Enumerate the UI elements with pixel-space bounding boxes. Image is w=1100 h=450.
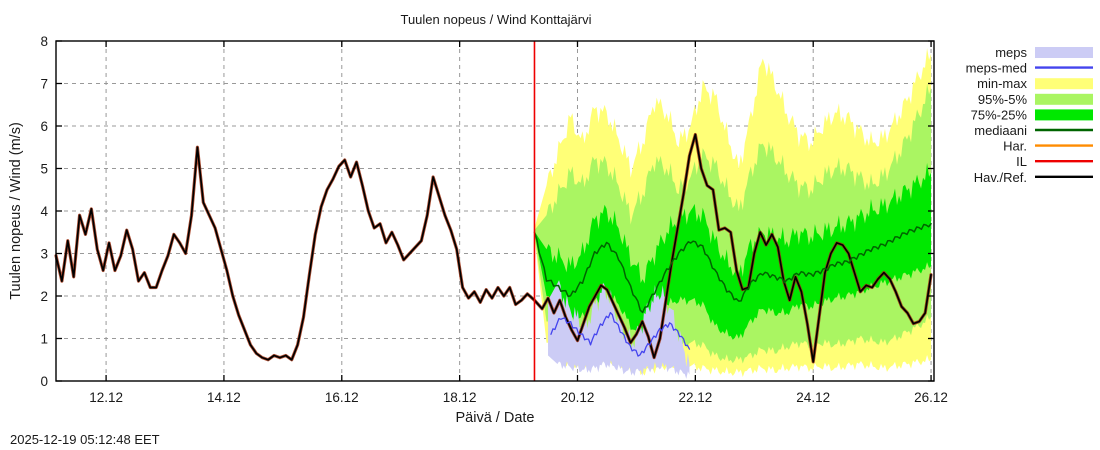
x-tick-label: 20.12 [561, 390, 595, 405]
legend-swatch-95-5- [1035, 93, 1093, 105]
x-tick-label: 14.12 [207, 390, 241, 405]
y-axis-ticks: 0 1 2 3 4 5 6 7 8 [40, 34, 934, 389]
legend-label-meps: meps [995, 45, 1027, 60]
y-tick-label: 3 [40, 247, 48, 262]
legend-label-hav-ref-: Hav./Ref. [974, 170, 1027, 185]
legend-label-min-max: min-max [977, 76, 1027, 91]
series-meps-med [550, 311, 691, 357]
x-tick-label: 18.12 [443, 390, 477, 405]
legend-label-il: IL [1016, 154, 1027, 169]
x-axis-ticks: 12.12 14.12 16.12 18.12 20.12 22.12 24.12 26.12 [89, 41, 948, 405]
y-tick-label: 8 [40, 34, 48, 49]
legend-swatch-meps [1035, 47, 1093, 58]
legend-label-95-5-: 95%-5% [978, 92, 1028, 107]
legend-label-har-: Har. [1003, 139, 1027, 154]
page-title: Tuulen nopeus / Wind Konttajärvi [400, 12, 591, 27]
x-tick-label: 12.12 [89, 390, 123, 405]
data-series-lines [54, 132, 933, 364]
y-tick-label: 2 [40, 289, 48, 304]
x-tick-label: 24.12 [796, 390, 830, 405]
x-axis-label: Päivä / Date [456, 410, 535, 426]
x-tick-label: 22.12 [678, 390, 712, 405]
legend-swatch-min-max [1035, 78, 1093, 90]
y-tick-label: 0 [40, 374, 48, 389]
timestamp-label: 2025-12-19 05:12:48 EET [10, 432, 160, 447]
legend-swatch-75-25- [1035, 109, 1093, 121]
y-tick-label: 5 [40, 162, 48, 177]
x-tick-label: 16.12 [325, 390, 359, 405]
y-tick-label: 1 [40, 332, 48, 347]
y-tick-label: 6 [40, 119, 48, 134]
y-tick-label: 7 [40, 77, 48, 92]
y-tick-label: 4 [40, 204, 48, 219]
y-axis-label: Tuulen nopeus / Wind (m/s) [8, 122, 24, 300]
series-hav-ref- [55, 133, 932, 363]
x-tick-label: 26.12 [914, 390, 948, 405]
legend: mepsmeps-medmin-max95%-5%75%-25%mediaani… [966, 45, 1093, 185]
legend-label-75-25-: 75%-25% [971, 107, 1028, 122]
legend-label-mediaani: mediaani [974, 123, 1027, 138]
legend-label-meps-med: meps-med [966, 61, 1027, 76]
series-mediaani [533, 223, 932, 314]
